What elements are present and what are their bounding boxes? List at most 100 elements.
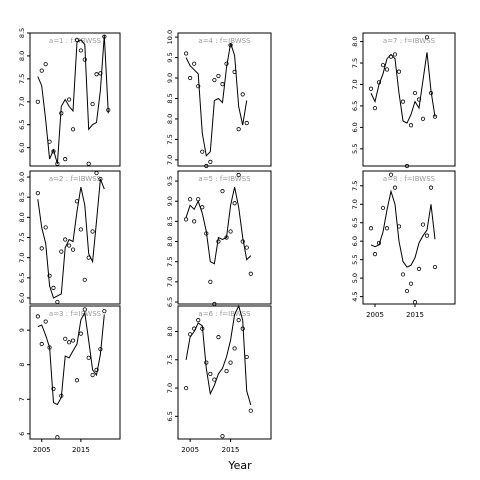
y-tick-label: 5.0	[351, 273, 359, 283]
series-line	[370, 189, 436, 268]
y-tick-label: 7.0	[166, 155, 174, 165]
data-point	[82, 57, 87, 62]
data-point	[240, 92, 245, 97]
data-point	[47, 273, 52, 278]
y-tick-label: 7.0	[166, 383, 174, 393]
x-axis-title: Year	[228, 459, 252, 472]
data-point	[248, 271, 253, 276]
data-point	[204, 163, 209, 169]
data-point	[192, 219, 197, 224]
panel-label: a=3 : f=IBWSS	[49, 310, 102, 318]
data-point	[204, 360, 209, 365]
data-point	[35, 191, 40, 196]
data-point	[200, 149, 205, 154]
data-point	[102, 309, 107, 314]
data-point	[63, 336, 68, 341]
y-tick-label: 9.5	[166, 52, 174, 62]
data-point	[55, 299, 60, 305]
y-tick-label: 8.5	[18, 28, 26, 38]
panel-label: a=2 : f=IBWSS	[49, 175, 102, 183]
data-point	[232, 346, 237, 351]
data-point	[376, 240, 382, 246]
data-point	[102, 34, 107, 39]
y-tick-label: 7.0	[18, 252, 26, 262]
data-point	[432, 264, 438, 270]
data-point	[220, 434, 225, 439]
data-point	[380, 63, 386, 68]
data-point	[94, 367, 99, 373]
y-tick-label: 7.5	[166, 355, 174, 365]
series-line	[185, 304, 252, 406]
data-point	[416, 97, 422, 102]
data-point	[59, 393, 64, 398]
data-point	[400, 272, 406, 277]
y-tick-label: 7.0	[18, 97, 26, 107]
panel-8: a=8 : f=IBWSS 4.5 5.0 5.5 6.0 6.5 7.0 7.5 2005 20…	[351, 170, 456, 319]
data-point	[212, 377, 217, 382]
panel-4: a=4 : f=IBWSS 7.0 7.5 8.0 8.5 9.0 9.5 10.0	[166, 30, 272, 169]
data-point	[106, 107, 111, 113]
data-point	[384, 226, 390, 231]
data-point	[388, 54, 394, 59]
y-tick-label: 4.5	[351, 291, 359, 301]
y-tick-label: 6.0	[351, 122, 359, 132]
data-point	[244, 120, 249, 126]
y-tick-label: 7.5	[351, 58, 359, 68]
y-tick-label: 8	[18, 363, 26, 367]
data-point	[94, 72, 99, 77]
data-point	[412, 300, 418, 305]
data-point	[224, 368, 229, 374]
series-line	[185, 43, 248, 157]
data-point	[236, 172, 241, 178]
data-point	[376, 80, 382, 85]
data-point	[70, 247, 76, 252]
data-point	[404, 163, 410, 169]
y-tick-label: 9.0	[18, 172, 26, 182]
data-point	[200, 205, 205, 210]
panel-frame	[362, 32, 456, 167]
data-point	[98, 71, 103, 76]
data-point	[228, 229, 233, 234]
x-tick-label: 2005	[33, 446, 51, 454]
panel-frame	[362, 170, 456, 305]
data-point	[67, 97, 72, 102]
data-point	[196, 84, 201, 89]
data-point	[183, 385, 189, 391]
data-point	[90, 372, 95, 378]
data-point	[196, 197, 201, 202]
data-point	[59, 249, 64, 254]
data-point	[392, 185, 398, 190]
y-tick-label: 8.0	[166, 236, 174, 246]
data-point	[86, 255, 91, 260]
panel-7: a=7 : f=IBWSS 5.5 6.0 6.5 7.0 7.5 8.0	[351, 32, 456, 169]
data-point	[67, 243, 72, 248]
data-point	[428, 185, 434, 190]
y-tick-label: 6.5	[351, 101, 359, 111]
y-tick-label: 8.0	[18, 212, 26, 222]
x-tick-label: 2015	[406, 311, 424, 319]
data-point	[188, 197, 193, 202]
data-point	[35, 99, 40, 104]
data-point	[208, 371, 213, 377]
data-point	[51, 386, 56, 392]
data-point	[232, 201, 237, 206]
data-point	[74, 199, 80, 204]
y-tick-label: 6.5	[351, 218, 359, 228]
data-point	[78, 331, 83, 336]
data-point	[55, 435, 60, 440]
y-tick-label: 9.0	[166, 73, 174, 83]
data-point	[368, 226, 374, 231]
panel-2: a=2 : f=IBWSS 6.0 6.5 7.0 7.5 8.0 8.5 9.0	[18, 170, 121, 305]
data-point	[204, 231, 209, 236]
data-point	[208, 159, 213, 165]
data-point	[380, 205, 386, 211]
panel-label: a=4 : f=IBWSS	[198, 37, 251, 45]
y-tick-label: 6	[18, 432, 26, 436]
data-point	[43, 225, 48, 230]
data-point	[216, 73, 221, 79]
data-point	[228, 43, 233, 48]
y-tick-label: 8.0	[166, 114, 174, 124]
data-point	[232, 69, 237, 74]
data-point	[94, 170, 99, 176]
